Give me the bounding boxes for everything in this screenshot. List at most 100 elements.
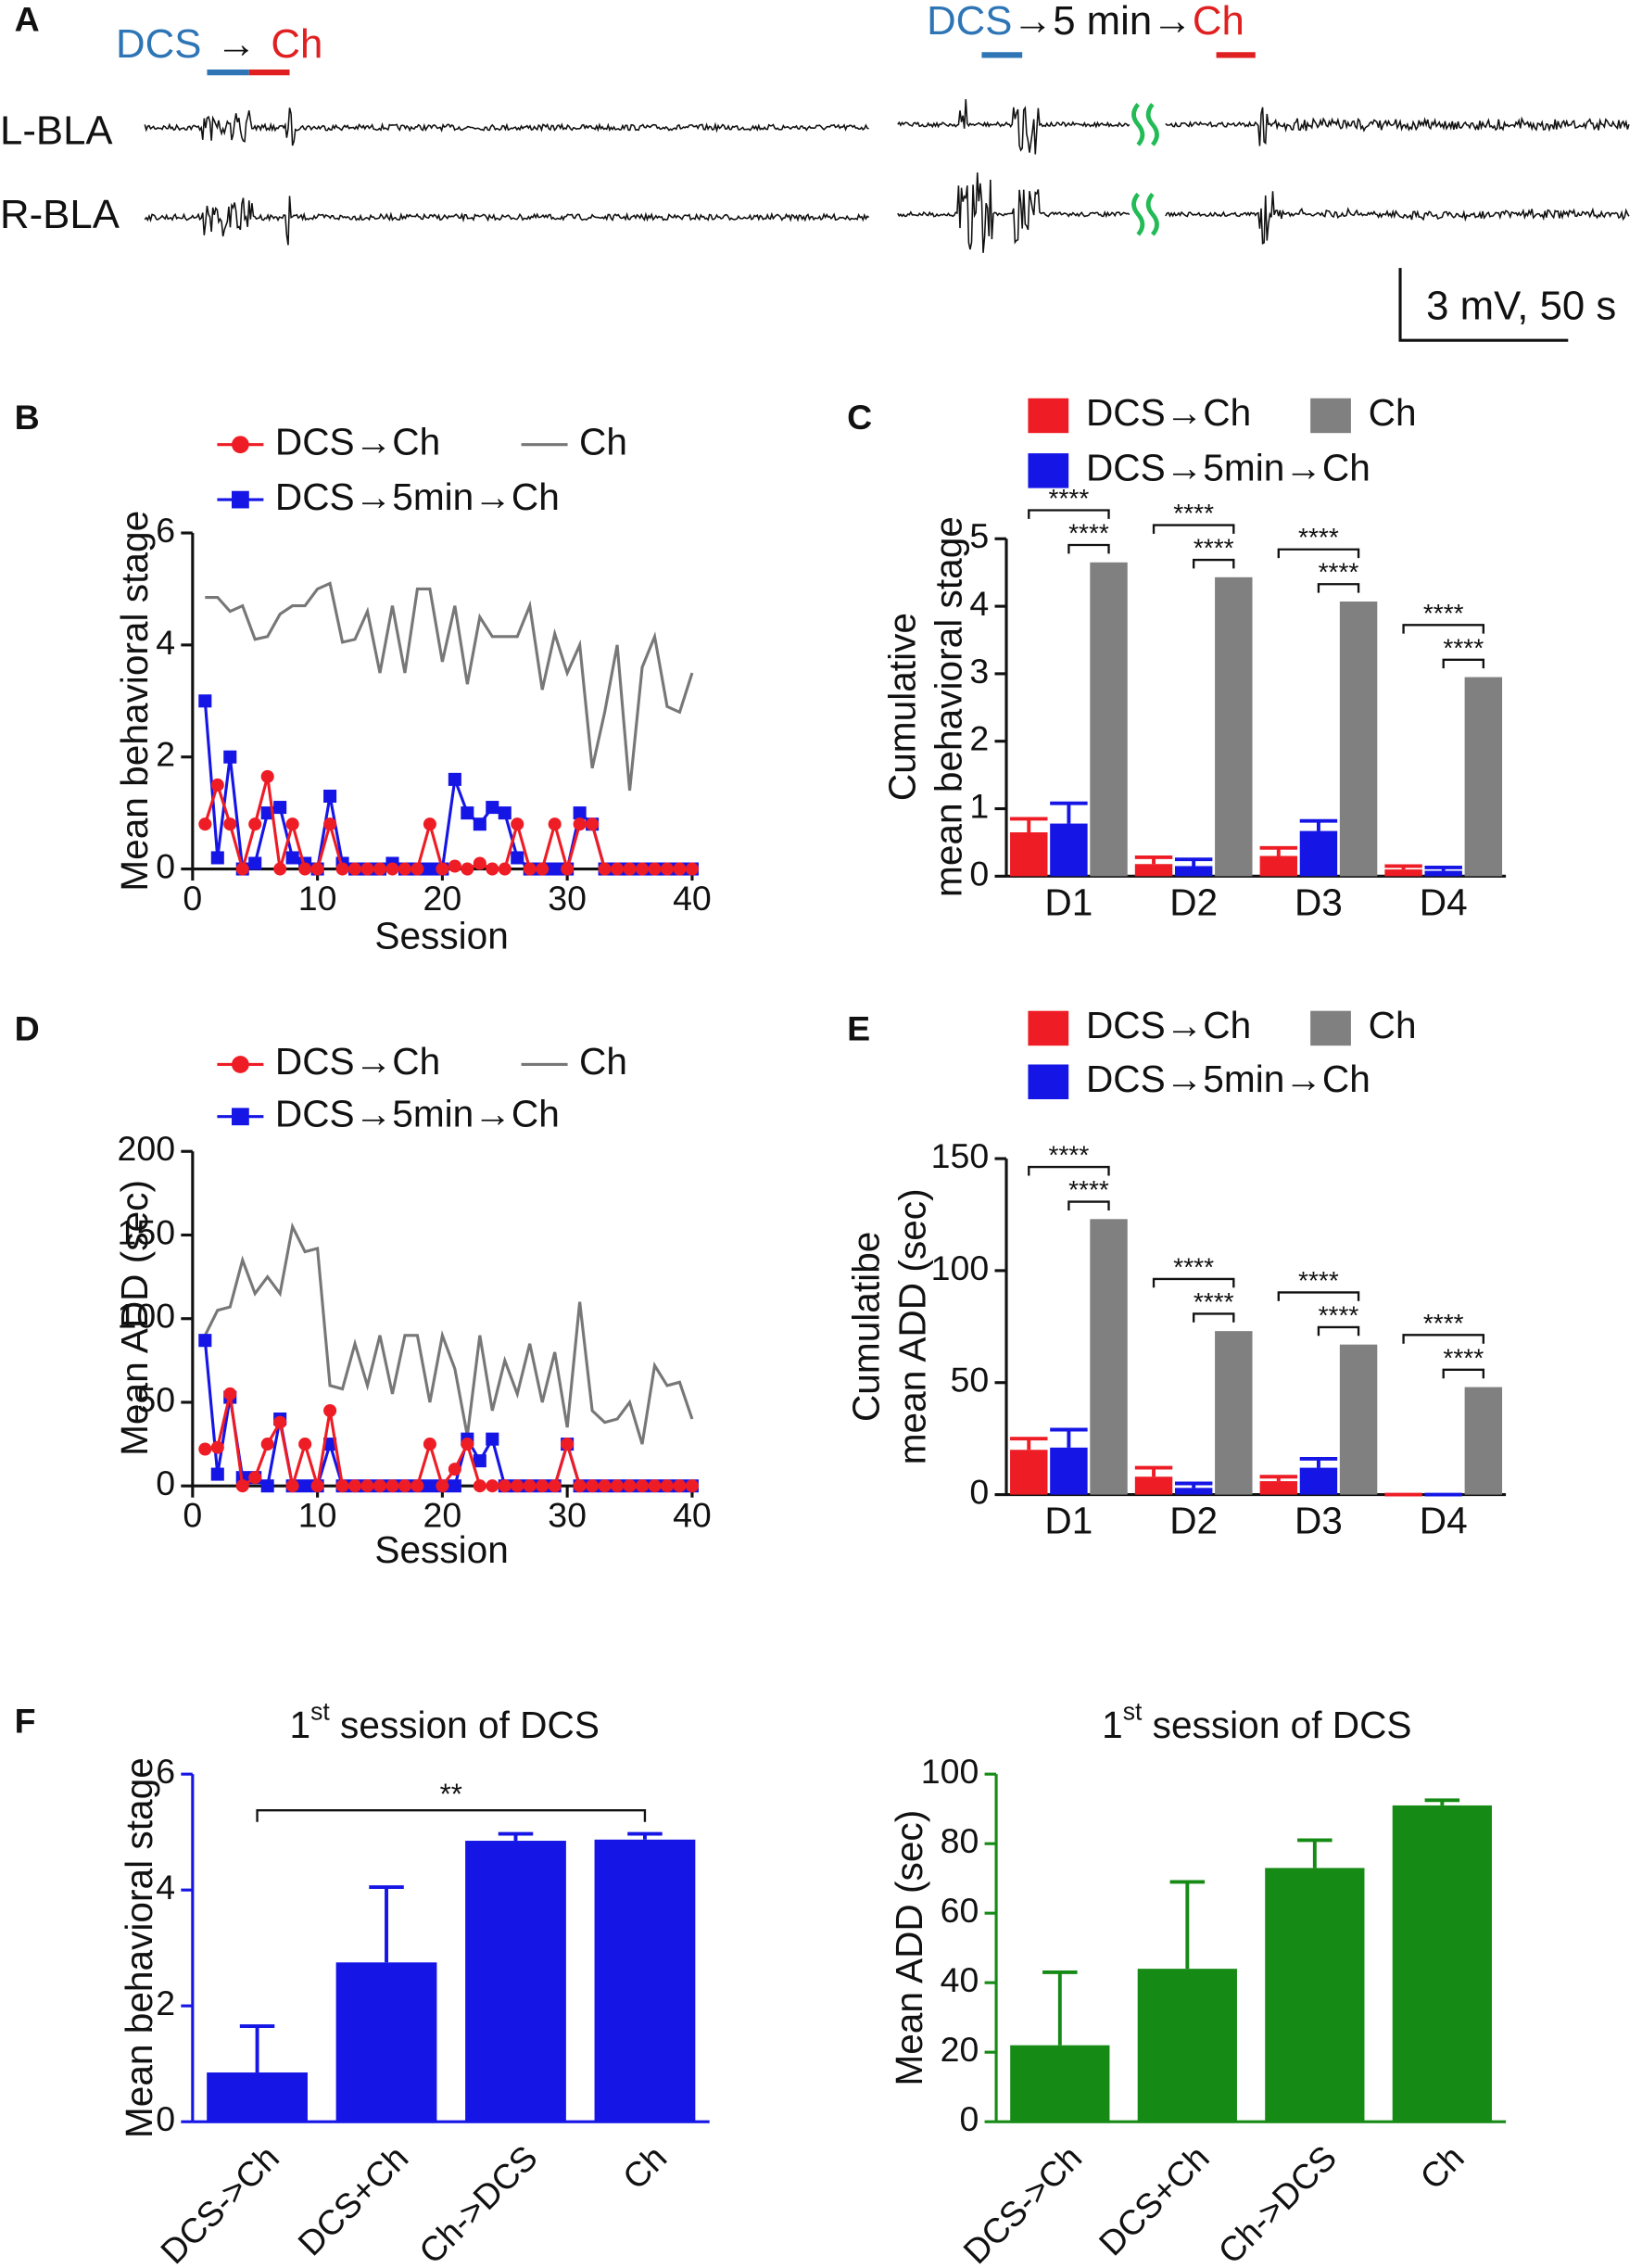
point <box>486 1479 499 1493</box>
error-bar <box>1299 1456 1338 1468</box>
significance-bracket <box>1192 558 1235 569</box>
point <box>660 862 675 876</box>
error-bar <box>1424 865 1462 871</box>
bar <box>1265 1868 1365 2122</box>
point <box>235 1479 249 1493</box>
significance-label: **** <box>1194 534 1234 563</box>
significance-label: **** <box>1068 1175 1109 1204</box>
point <box>298 1438 312 1451</box>
point <box>373 1479 387 1493</box>
legend-marker <box>232 436 249 454</box>
point <box>360 862 374 876</box>
point <box>598 1479 612 1493</box>
x-tick-label: D1 <box>1044 1500 1093 1542</box>
break-mark <box>1131 192 1145 236</box>
point <box>210 778 224 792</box>
legend-label: DCS→Ch <box>275 420 440 462</box>
x-tick-label: 20 <box>423 1495 462 1534</box>
y-axis-label: mean ADD (sec) <box>890 1188 933 1464</box>
significance-bracket <box>1152 524 1235 534</box>
eeg-trace <box>897 172 1130 253</box>
bar <box>1339 1344 1378 1495</box>
legend-label: DCS→Ch <box>275 1040 440 1083</box>
significance-bracket <box>1317 583 1360 593</box>
point <box>498 806 512 820</box>
point <box>548 1479 562 1493</box>
protocol-part: Ch <box>1193 0 1244 44</box>
y-tick-label: 1 <box>969 786 989 825</box>
point <box>348 1479 362 1493</box>
channel-label: L-BLA <box>0 108 113 153</box>
significance-label: **** <box>1049 1141 1090 1170</box>
point <box>536 1479 549 1493</box>
bar <box>1384 869 1422 877</box>
point <box>423 1438 436 1451</box>
y-tick-label: 2 <box>969 719 989 758</box>
bar <box>1215 577 1253 877</box>
significance-bracket <box>1028 1165 1110 1176</box>
legend-swatch <box>1310 398 1351 434</box>
y-axis-label: Mean ADD (sec) <box>113 1180 156 1456</box>
point <box>198 694 212 708</box>
point <box>561 1438 575 1451</box>
title-part: session of DCS <box>330 1704 600 1746</box>
legend-marker <box>232 490 249 509</box>
point <box>298 862 312 876</box>
x-tick-label: D2 <box>1169 881 1218 923</box>
x-tick-label: D3 <box>1295 881 1343 923</box>
point <box>511 817 524 831</box>
point <box>473 856 486 870</box>
y-tick-label: 3 <box>969 652 989 691</box>
y-tick-label: 150 <box>118 1212 176 1251</box>
error-bar <box>1259 845 1298 856</box>
significance-label: **** <box>1319 1300 1359 1329</box>
point <box>210 1467 224 1481</box>
title-part: st <box>310 1698 330 1726</box>
y-axis-label: Cumulative <box>880 613 923 801</box>
series-line <box>205 581 694 792</box>
point <box>223 817 237 831</box>
x-axis-label: Session <box>374 914 508 957</box>
point <box>673 862 687 876</box>
x-tick-label: 0 <box>183 1495 202 1534</box>
significance-bracket <box>1442 1368 1485 1379</box>
error-bar <box>1010 1437 1048 1451</box>
point <box>436 862 449 876</box>
x-tick-label: 30 <box>548 879 587 918</box>
significance-label: **** <box>1423 599 1464 627</box>
chart-title: 1st session of DCS <box>290 1698 600 1746</box>
x-tick-label: 10 <box>298 879 337 918</box>
bar <box>1339 601 1378 877</box>
bar <box>1050 823 1088 877</box>
y-tick-label: 4 <box>156 623 175 662</box>
bar <box>1134 1476 1173 1495</box>
point <box>461 806 474 820</box>
significance-bracket <box>1402 624 1485 634</box>
bar <box>1424 870 1462 877</box>
y-tick-label: 150 <box>931 1136 990 1175</box>
error-bar <box>1010 817 1048 833</box>
point <box>473 1454 486 1468</box>
point <box>323 1403 337 1418</box>
x-tick-label: 40 <box>673 879 712 918</box>
bar <box>1174 866 1213 877</box>
point <box>548 817 562 831</box>
point <box>285 1479 299 1493</box>
y-tick-label: 0 <box>156 1463 175 1502</box>
legend-label: Ch <box>1369 391 1417 434</box>
x-tick-label: Ch->DCS <box>411 2138 545 2268</box>
point <box>436 1479 449 1493</box>
significance-label: **** <box>1443 1343 1484 1372</box>
y-tick-label: 100 <box>931 1248 990 1287</box>
bar <box>1010 832 1048 877</box>
bar <box>1464 1387 1503 1495</box>
legend-marker <box>232 1056 249 1073</box>
significance-bracket <box>1028 509 1110 519</box>
protocol-part: DCS <box>927 0 1012 44</box>
point <box>198 1442 212 1456</box>
x-tick-label: 20 <box>423 879 462 918</box>
bar <box>335 1962 437 2122</box>
point <box>323 789 337 804</box>
significance-bracket <box>1152 1277 1235 1288</box>
point <box>273 801 287 815</box>
